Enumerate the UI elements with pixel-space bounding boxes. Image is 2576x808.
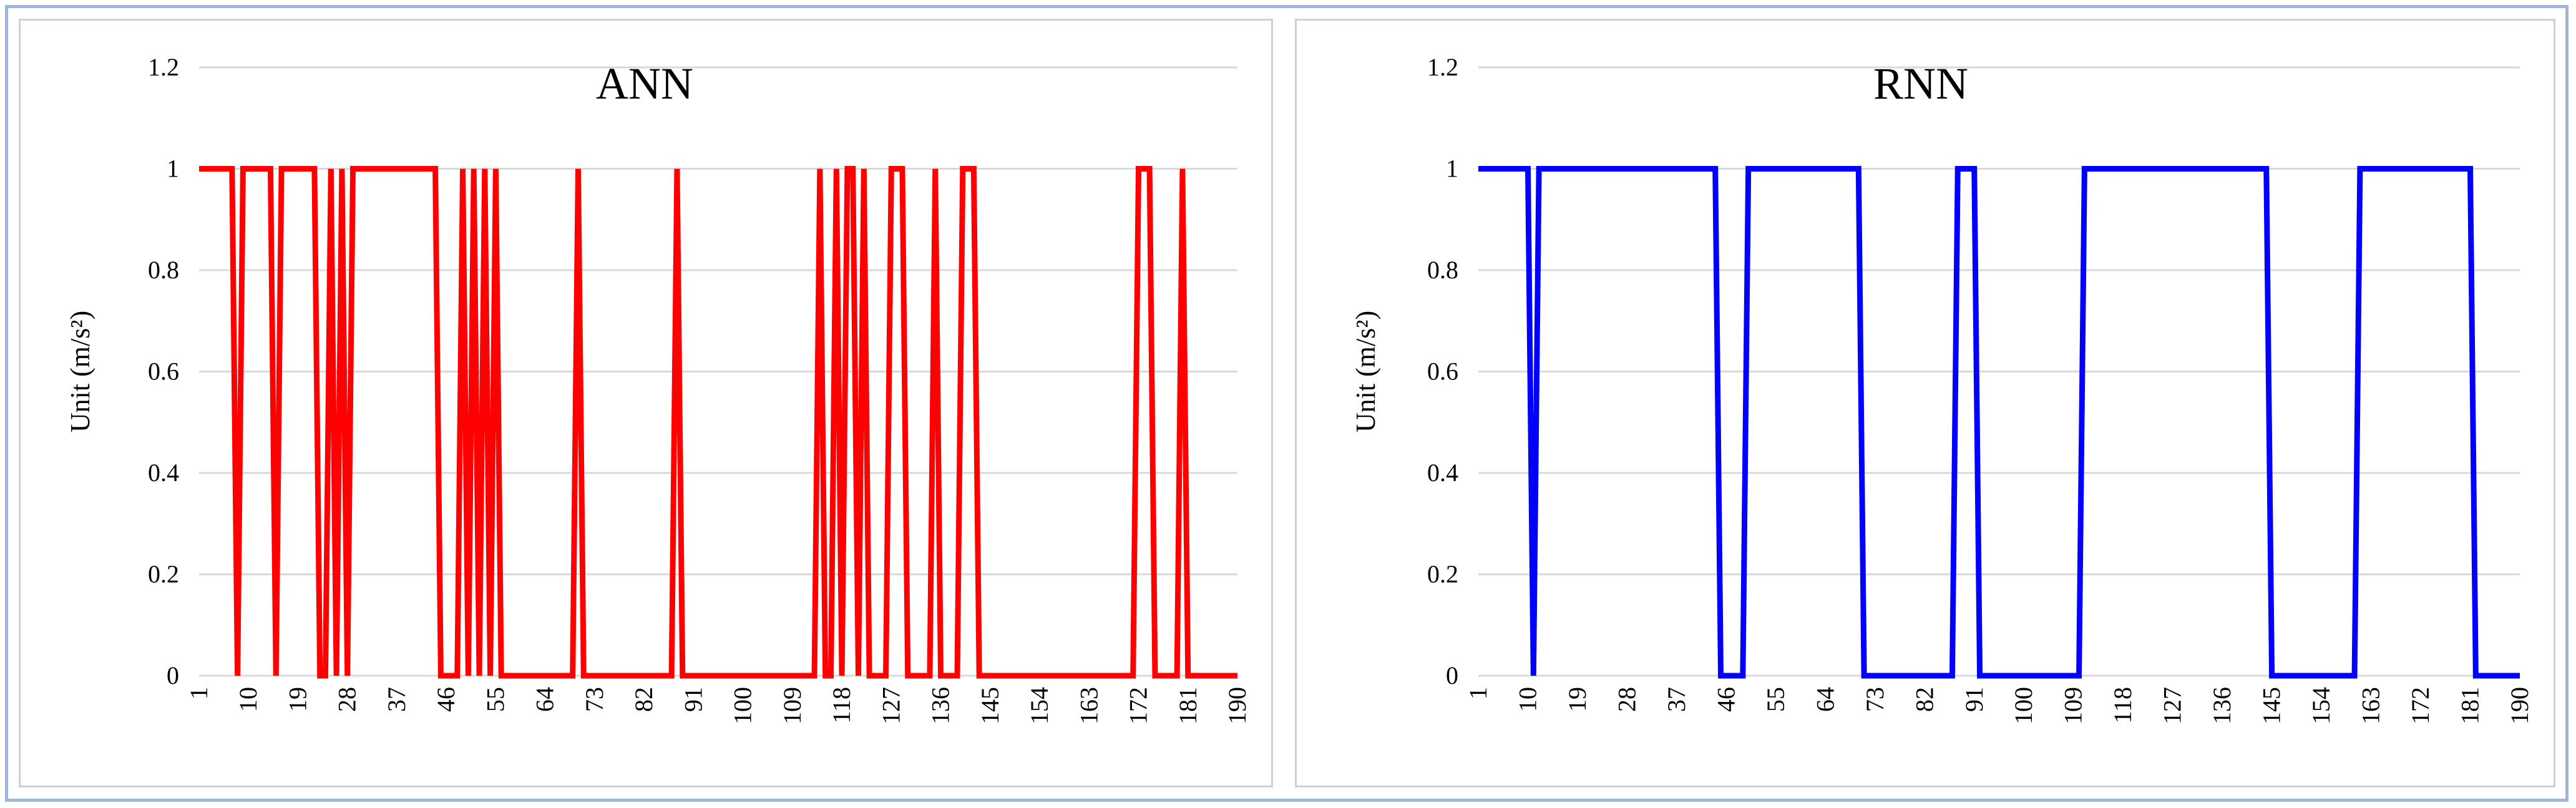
- ann-xtick-label: 100: [729, 687, 757, 724]
- ann-chart-panel: 0 0.2 0.4 0.6 0.8 1 1.2 1 10 19 28 37 46 55 64 73 82 91 10…: [19, 19, 1273, 787]
- rnn-ytick-label: 0: [1446, 661, 1458, 689]
- ann-xtick-label: 145: [976, 687, 1004, 724]
- rnn-xtick-label: 28: [1612, 687, 1641, 712]
- rnn-xtick-label: 181: [2456, 687, 2484, 724]
- ann-xtick-label: 10: [234, 687, 262, 712]
- rnn-ytick-label: 0.6: [1427, 358, 1458, 386]
- ann-y-axis-label: Unit (m/s²): [65, 311, 95, 432]
- ann-chart-title: ANN: [596, 59, 693, 109]
- ann-ytick-label: 1.2: [148, 53, 179, 81]
- rnn-xtick-label: 37: [1662, 687, 1690, 712]
- rnn-chart: 0 0.2 0.4 0.6 0.8 1 1.2 1 10 19 28 37 46 55 64 73 82 91 10…: [1350, 53, 2534, 724]
- ann-xtick-label: 181: [1174, 687, 1202, 724]
- ann-xtick-label: 127: [877, 687, 905, 724]
- ann-xtick-label: 28: [333, 687, 361, 712]
- rnn-xtick-label: 154: [2307, 687, 2335, 724]
- rnn-xtick-label: 1: [1464, 687, 1492, 699]
- ann-xtick-label: 190: [1223, 687, 1251, 724]
- ann-ytick-label: 0: [167, 661, 179, 689]
- rnn-xtick-label: 145: [2258, 687, 2286, 724]
- ann-xtick-label: 154: [1025, 687, 1053, 724]
- rnn-xtick-label: 100: [2009, 687, 2037, 724]
- ann-xtick-label: 91: [679, 687, 707, 712]
- ann-chart: 0 0.2 0.4 0.6 0.8 1 1.2 1 10 19 28 37 46 55 64 73 82 91 10…: [65, 53, 1251, 724]
- ann-xtick-label: 37: [383, 687, 411, 712]
- ann-ytick-label: 0.2: [148, 560, 179, 588]
- ann-xtick-label: 73: [580, 687, 608, 712]
- rnn-xtick-label: 172: [2406, 687, 2434, 724]
- rnn-xtick-label: 82: [1910, 687, 1938, 712]
- rnn-series-line: [1478, 166, 2520, 679]
- rnn-xtick-label: 163: [2357, 687, 2385, 724]
- rnn-xtick-label: 136: [2208, 687, 2236, 724]
- ann-series-line: [199, 166, 1237, 679]
- rnn-xtick-label: 46: [1712, 687, 1740, 712]
- ann-xtick-label: 82: [630, 687, 658, 712]
- rnn-xtick-label: 118: [2109, 687, 2137, 724]
- rnn-xtick-label: 19: [1563, 687, 1591, 712]
- ann-xtick-label: 163: [1075, 687, 1103, 724]
- ann-xtick-label: 118: [827, 687, 856, 724]
- ann-xtick-label: 55: [481, 687, 509, 712]
- rnn-xtick-label: 55: [1762, 687, 1790, 712]
- ann-xtick-label: 19: [283, 687, 311, 712]
- rnn-ytick-label: 1.2: [1427, 53, 1458, 81]
- ann-xtick-label: 46: [432, 687, 460, 712]
- rnn-xtick-label: 190: [2505, 687, 2534, 724]
- rnn-ytick-label: 0.4: [1427, 459, 1458, 487]
- ann-ytick-label: 0.8: [148, 256, 179, 284]
- rnn-ytick-label: 0.8: [1427, 256, 1458, 284]
- rnn-xtick-label: 127: [2159, 687, 2187, 724]
- ann-xtick-label: 109: [778, 687, 806, 724]
- rnn-chart-panel: 0 0.2 0.4 0.6 0.8 1 1.2 1 10 19 28 37 46 55 64 73 82 91 10…: [1295, 19, 2555, 787]
- rnn-xtick-label: 64: [1811, 687, 1839, 712]
- ann-xtick-label: 172: [1125, 687, 1153, 724]
- ann-ytick-label: 1: [167, 155, 179, 183]
- rnn-xtick-label: 109: [2059, 687, 2087, 724]
- rnn-xtick-label: 73: [1861, 687, 1889, 712]
- rnn-xtick-label: 10: [1513, 687, 1541, 712]
- ann-ytick-label: 0.4: [148, 459, 179, 487]
- ann-xtick-label: 1: [185, 687, 213, 699]
- rnn-y-axis-label: Unit (m/s²): [1350, 311, 1381, 432]
- ann-xtick-label: 64: [531, 687, 559, 712]
- rnn-ytick-label: 1: [1446, 155, 1458, 183]
- rnn-ytick-label: 0.2: [1427, 560, 1458, 588]
- rnn-chart-title: RNN: [1873, 59, 1968, 109]
- rnn-xtick-label: 91: [1960, 687, 1988, 712]
- ann-ytick-label: 0.6: [148, 358, 179, 386]
- ann-xtick-label: 136: [927, 687, 955, 724]
